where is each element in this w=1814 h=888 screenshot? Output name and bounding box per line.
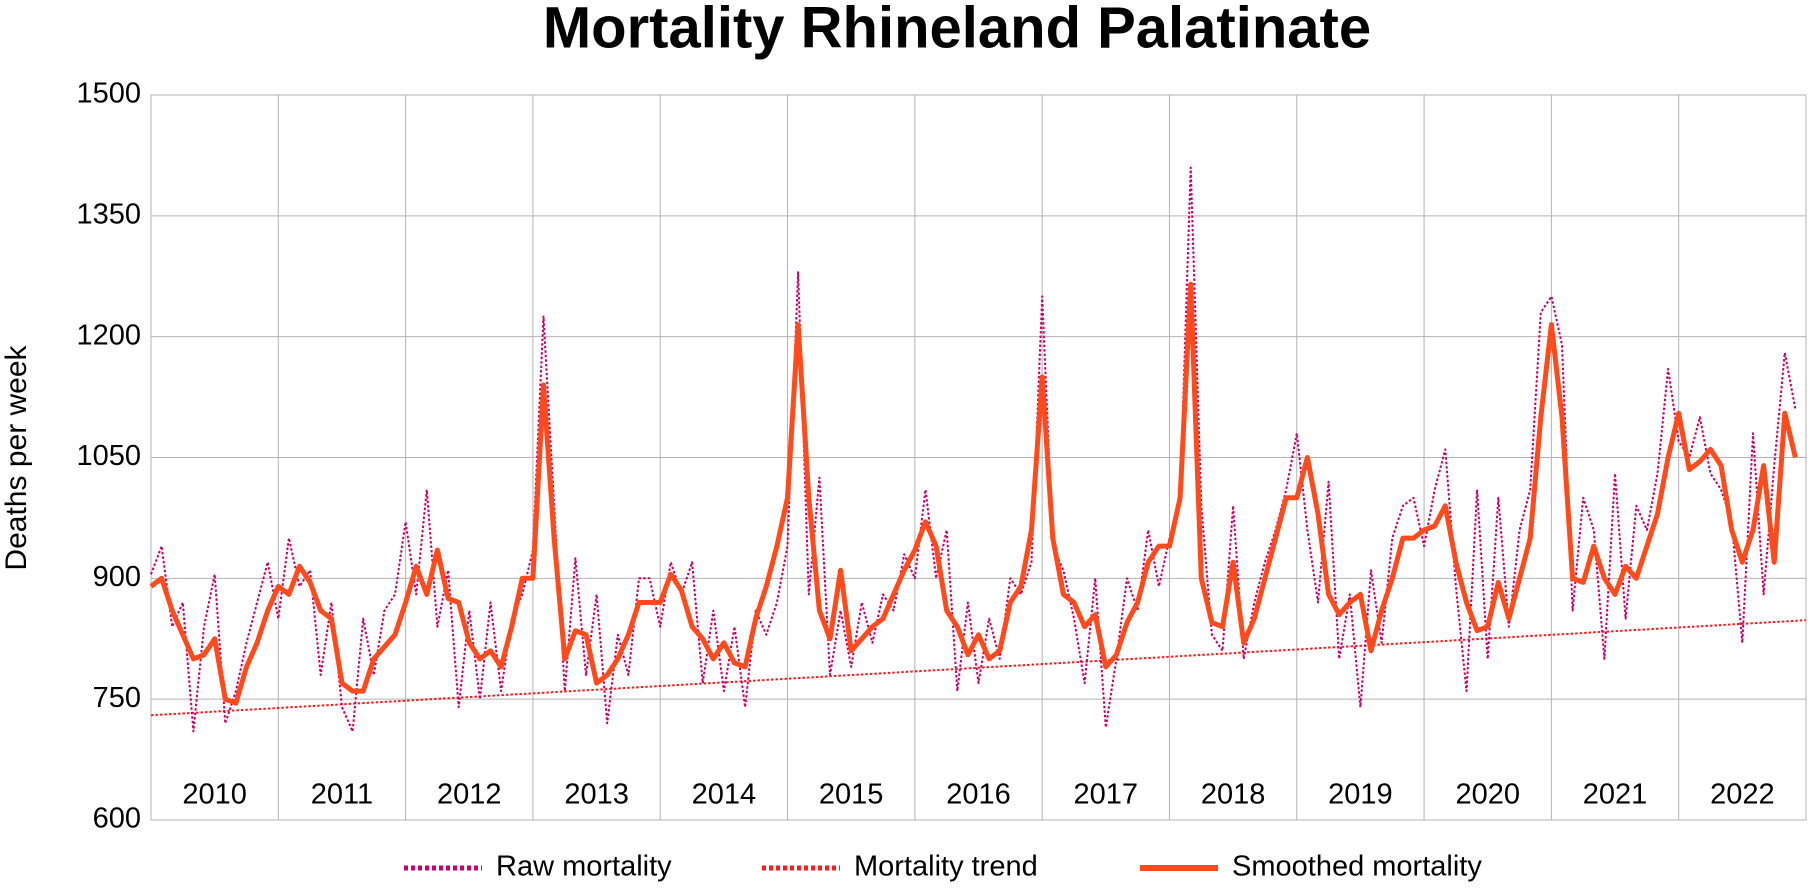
legend-label: Raw mortality bbox=[496, 851, 672, 883]
y-axis-label: Deaths per week bbox=[0, 344, 33, 570]
legend-label: Smoothed mortality bbox=[1232, 851, 1482, 883]
x-tick-label: 2019 bbox=[1328, 779, 1393, 811]
y-tick-label: 600 bbox=[93, 803, 141, 835]
x-tick-label: 2014 bbox=[692, 779, 757, 811]
y-tick-label: 1500 bbox=[76, 78, 141, 110]
y-tick-label: 1350 bbox=[76, 198, 141, 230]
x-tick-label: 2013 bbox=[564, 779, 629, 811]
x-tick-label: 2021 bbox=[1583, 779, 1648, 811]
x-tick-label: 2012 bbox=[437, 779, 502, 811]
x-tick-label: 2022 bbox=[1710, 779, 1775, 811]
x-tick-label: 2017 bbox=[1074, 779, 1139, 811]
x-tick-label: 2016 bbox=[946, 779, 1011, 811]
y-tick-label: 900 bbox=[93, 561, 141, 593]
series-line bbox=[149, 281, 1798, 706]
x-tick-label: 2011 bbox=[311, 779, 373, 811]
series-line bbox=[150, 619, 1807, 717]
x-tick-label: 2015 bbox=[819, 779, 884, 811]
x-tick-label: 2010 bbox=[182, 779, 247, 811]
y-tick-label: 750 bbox=[93, 682, 141, 714]
x-tick-label: 2020 bbox=[1455, 779, 1520, 811]
x-tick-label: 2018 bbox=[1201, 779, 1266, 811]
legend-label: Mortality trend bbox=[854, 851, 1038, 883]
chart-title: Mortality Rhineland Palatinate bbox=[543, 0, 1371, 60]
y-tick-label: 1050 bbox=[76, 440, 141, 472]
y-tick-label: 1200 bbox=[76, 319, 141, 351]
